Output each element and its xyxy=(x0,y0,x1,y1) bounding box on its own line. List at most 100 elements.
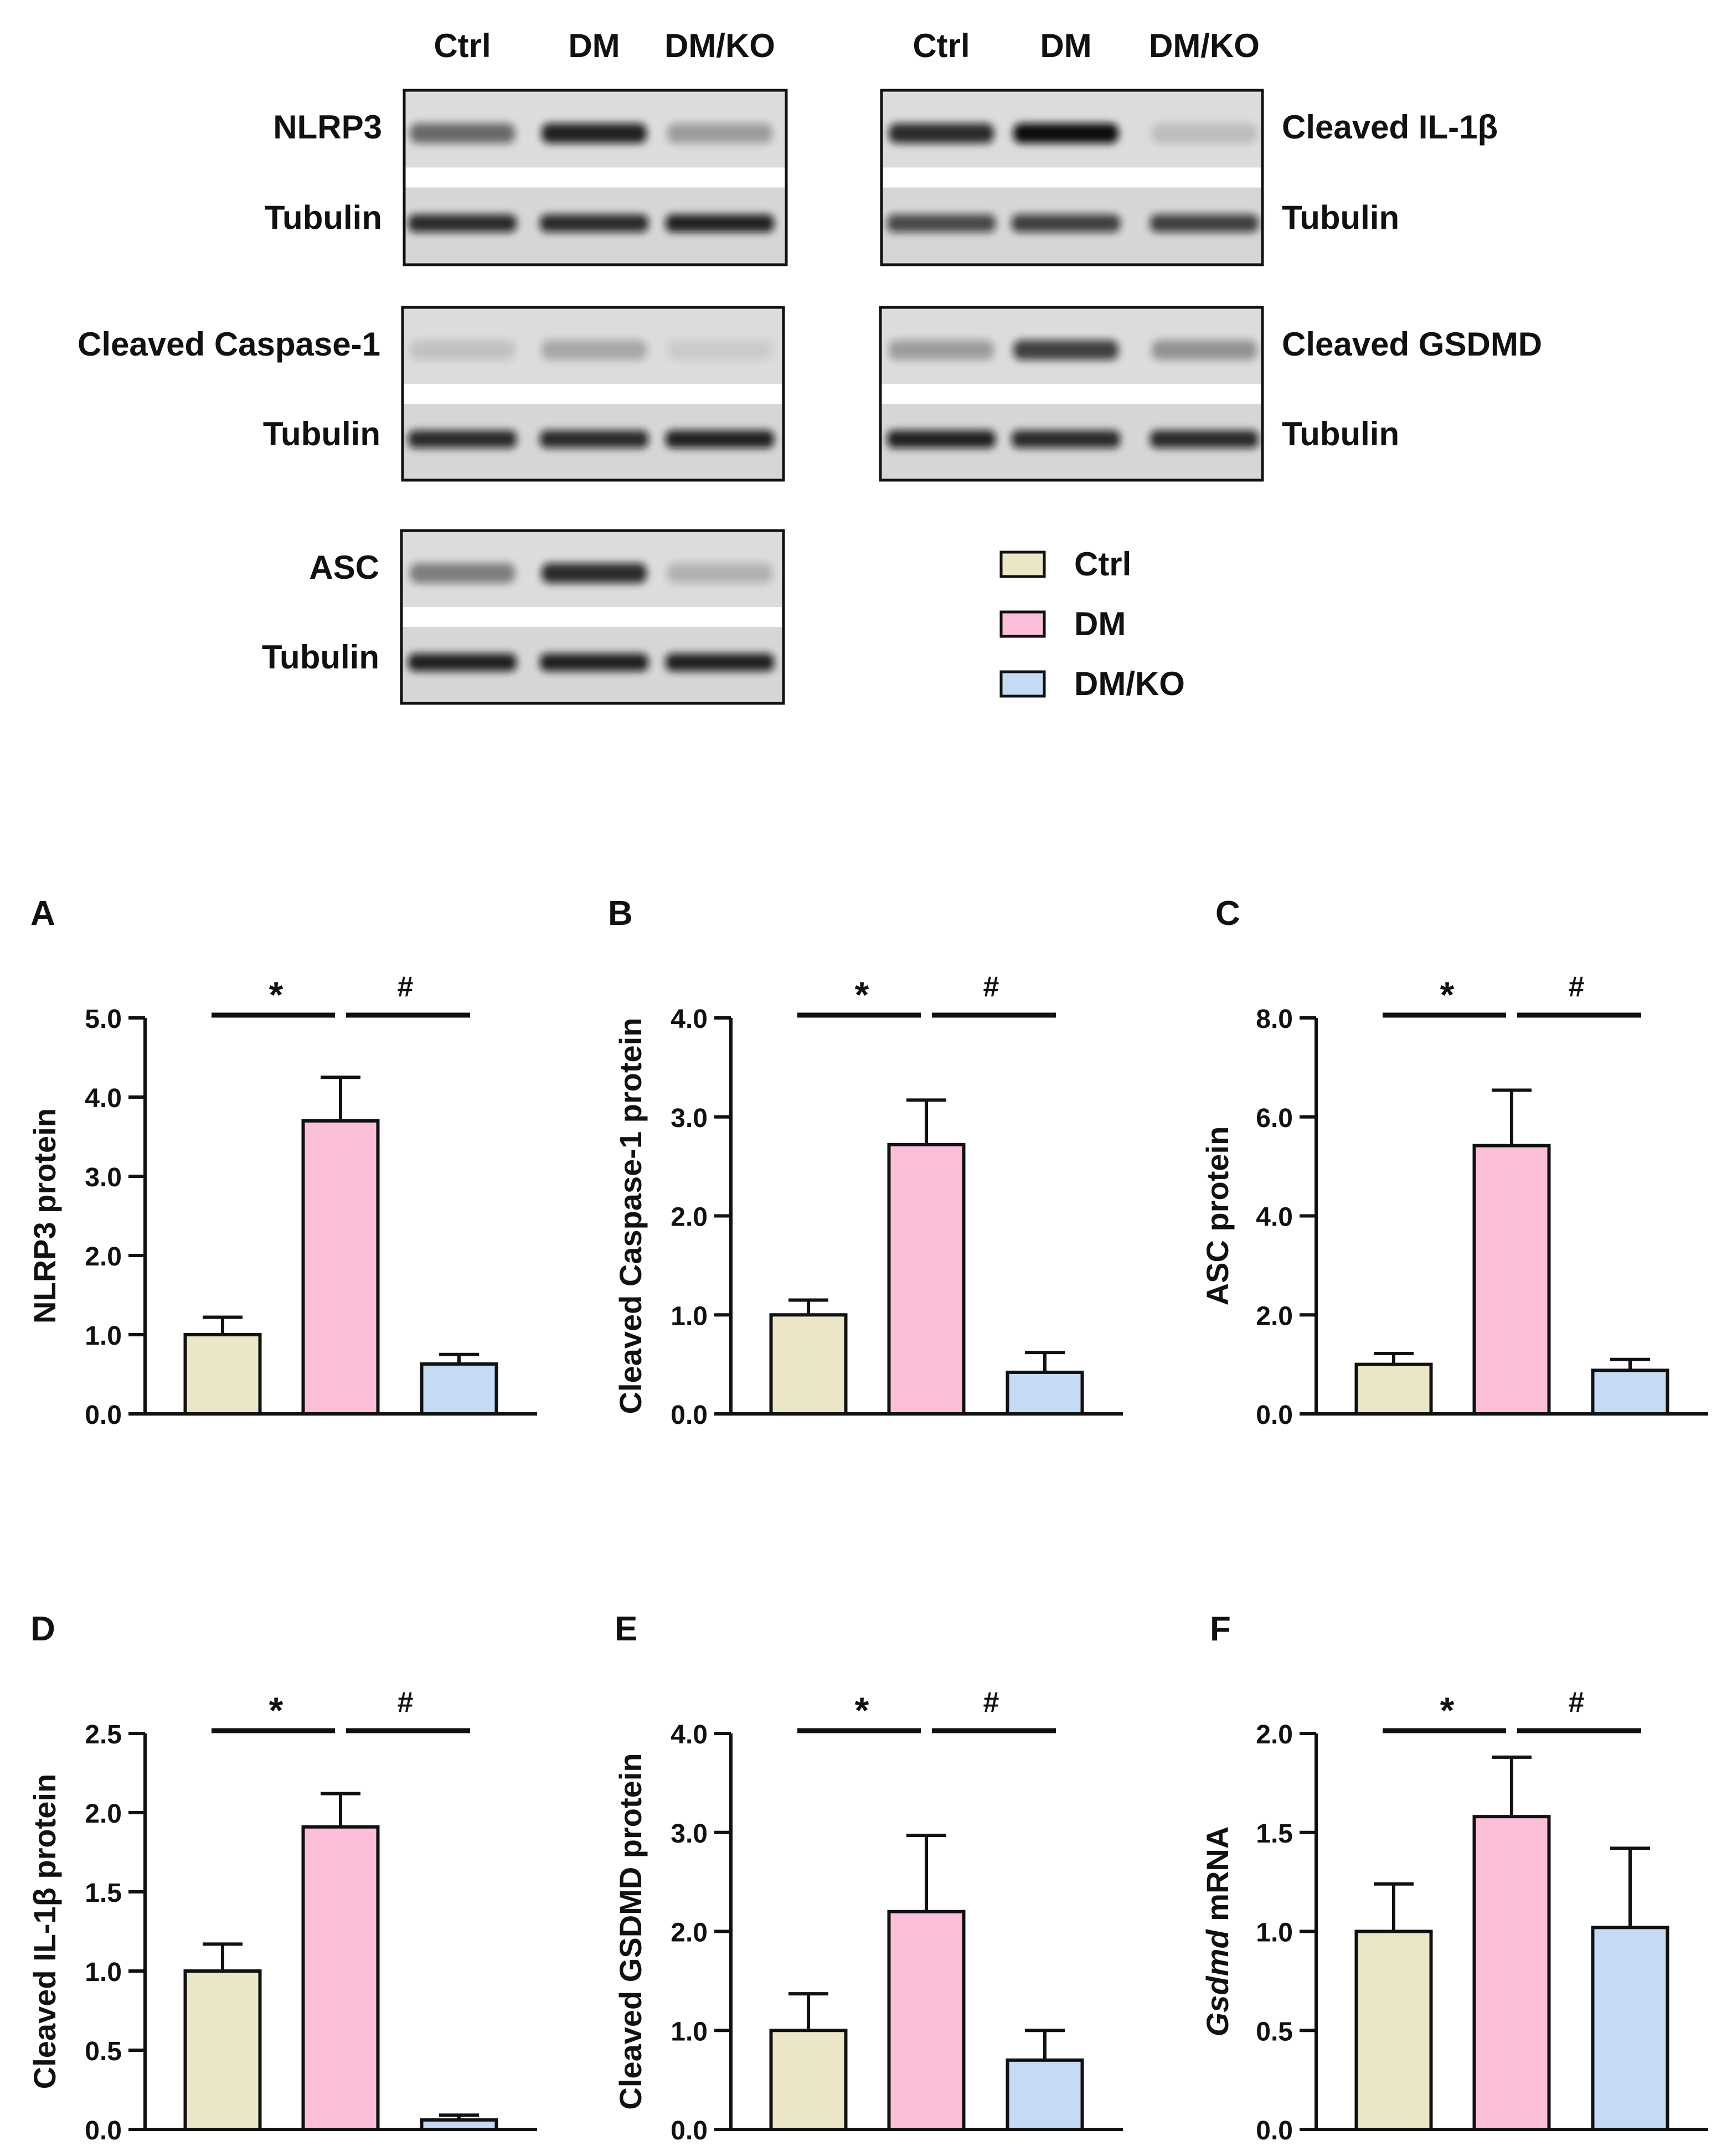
loading-band-dm-ko xyxy=(666,214,774,233)
lane-header-left-dm-ko: DM/KO xyxy=(664,27,775,64)
y-tick-label: 4.0 xyxy=(671,1005,708,1034)
membrane-separator xyxy=(401,607,783,627)
bar-ctrl xyxy=(1354,1362,1433,1416)
bar-dm xyxy=(301,1825,380,2131)
loading-band-dm xyxy=(540,214,648,233)
y-axis-label-italic: Gsdmd xyxy=(1200,1929,1235,2037)
blot-label-nlrp3: NLRP3 xyxy=(273,109,382,146)
blot-label-tubulin: Tubulin xyxy=(265,199,382,236)
blot-panel-casp1: Cleaved Caspase-1 Tubulin xyxy=(78,306,785,482)
membrane-separator xyxy=(882,167,1262,188)
significance-hash: # xyxy=(1569,971,1585,1003)
blot-frame xyxy=(400,529,785,705)
y-tick-label: 2.0 xyxy=(85,1242,122,1272)
chart-panel-e: E Cleaved GSDMD protein 0.0 1.0 2.0 3.0 4.0 * # xyxy=(613,1610,1123,2145)
y-axis-label-text: Cleaved Caspase-1 protein xyxy=(613,1018,648,1414)
legend-label: DM/KO xyxy=(1074,665,1185,702)
bar-ctrl xyxy=(1354,1929,1433,2131)
y-tick-label: 1.0 xyxy=(1256,1918,1293,1948)
y-tick-label: 1.0 xyxy=(85,1958,122,1987)
y-axis-label-text: ASC protein xyxy=(1200,1126,1235,1306)
chart-panel-b: B Cleaved Caspase-1 protein 0.0 1.0 2.0 3.0 4.… xyxy=(608,894,1123,1430)
blot-label-tubulin: Tubulin xyxy=(1282,199,1399,236)
y-tick-label: 4.0 xyxy=(85,1084,122,1113)
blot-label-tubulin: Tubulin xyxy=(262,639,379,676)
significance-hash: # xyxy=(983,971,999,1003)
blot-frame xyxy=(880,89,1264,266)
membrane-separator xyxy=(880,384,1262,404)
legend: Ctrl DM DM/KO xyxy=(999,546,1185,702)
chart-panel-a: A NLRP3 protein 0.0 1.0 2.0 3.0 4.0 5.0 * # xyxy=(27,894,537,1430)
bar-dm-ko xyxy=(1006,1370,1084,1416)
y-tick-label: 4.0 xyxy=(671,1720,708,1750)
y-tick-label: 6.0 xyxy=(1256,1104,1293,1133)
loading-band-ctrl xyxy=(408,654,517,671)
loading-band-ctrl xyxy=(887,214,996,233)
target-band-ctrl xyxy=(410,563,515,583)
target-band-ctrl xyxy=(410,123,515,143)
bar-charts-section: A NLRP3 protein 0.0 1.0 2.0 3.0 4.0 5.0 * # B Cleav… xyxy=(27,894,1708,2145)
legend-item-ctrl: Ctrl xyxy=(999,546,1131,583)
y-tick-label: 3.0 xyxy=(85,1163,122,1192)
loading-band-dm xyxy=(1012,214,1120,233)
loading-band-dm xyxy=(540,654,648,671)
blot-label-cleaved-gsdmd: Cleaved GSDMD xyxy=(1282,326,1542,363)
bar-ctrl xyxy=(183,1969,262,2131)
bar-dm xyxy=(1472,1144,1551,1416)
blot-frame xyxy=(401,306,785,482)
blot-panel-nlrp3: NLRP3 Tubulin xyxy=(265,89,788,266)
y-tick-label: 0.5 xyxy=(1256,2017,1293,2046)
blot-frame xyxy=(879,306,1264,482)
target-band-ctrl xyxy=(410,340,515,360)
y-tick-label: 0.5 xyxy=(85,2037,122,2066)
loading-band-dm-ko xyxy=(666,430,774,448)
blot-panel-asc: ASC Tubulin xyxy=(262,529,785,705)
y-tick-label: 2.0 xyxy=(671,1203,708,1232)
y-axis-label: NLRP3 protein xyxy=(27,1108,62,1324)
y-tick-label: 3.0 xyxy=(671,1819,708,1849)
bar-dm-ko xyxy=(1006,2058,1084,2131)
target-band-dm xyxy=(1013,340,1118,360)
significance-star: * xyxy=(1440,974,1455,1015)
bar-dm xyxy=(1472,1815,1551,2131)
significance-star: * xyxy=(269,974,283,1015)
loading-band-ctrl xyxy=(887,430,996,448)
bar-ctrl xyxy=(769,1313,848,1416)
target-band-dm xyxy=(542,340,647,360)
bar-dm-ko xyxy=(420,1362,498,1416)
y-axis-label: Cleaved GSDMD protein xyxy=(613,1753,648,2109)
blot-panel-il1b: Cleaved IL-1β Tubulin xyxy=(880,89,1498,266)
loading-band-ctrl xyxy=(408,214,517,233)
lane-header-right-ctrl: Ctrl xyxy=(913,27,970,64)
bar-dm-ko xyxy=(1591,1368,1669,1416)
blot-panel-gsdmd: Cleaved GSDMD Tubulin xyxy=(879,306,1542,482)
y-axis-label-text: mRNA xyxy=(1200,1826,1235,1930)
y-tick-label: 0.0 xyxy=(1256,2116,1293,2145)
target-band-dm-ko xyxy=(667,123,772,143)
legend-item-dm-ko: DM/KO xyxy=(999,665,1185,702)
y-axis-label: Cleaved IL-1β protein xyxy=(27,1774,62,2089)
bar-dm xyxy=(887,1910,966,2131)
lane-header-right-dm-ko: DM/KO xyxy=(1149,27,1260,64)
membrane-separator xyxy=(404,167,786,188)
bar-ctrl xyxy=(183,1333,262,1416)
significance-star: * xyxy=(269,1690,283,1731)
panel-letter: F xyxy=(1210,1610,1231,1648)
significance-hash: # xyxy=(398,1686,414,1718)
legend-swatch xyxy=(999,550,1046,578)
target-band-dm xyxy=(542,563,647,583)
panel-letter: D xyxy=(30,1610,55,1648)
blot-label-cleaved-il-1: Cleaved IL-1β xyxy=(1282,109,1498,146)
target-band-ctrl xyxy=(889,123,994,143)
blot-label-tubulin: Tubulin xyxy=(1282,415,1399,452)
target-band-dm-ko xyxy=(1152,340,1257,360)
loading-band-dm xyxy=(540,430,648,448)
membrane-separator xyxy=(403,384,783,404)
y-tick-label: 2.0 xyxy=(85,1799,122,1829)
significance-hash: # xyxy=(983,1686,999,1718)
y-tick-label: 8.0 xyxy=(1256,1005,1293,1034)
significance-hash: # xyxy=(398,971,414,1003)
significance-star: * xyxy=(855,974,869,1015)
